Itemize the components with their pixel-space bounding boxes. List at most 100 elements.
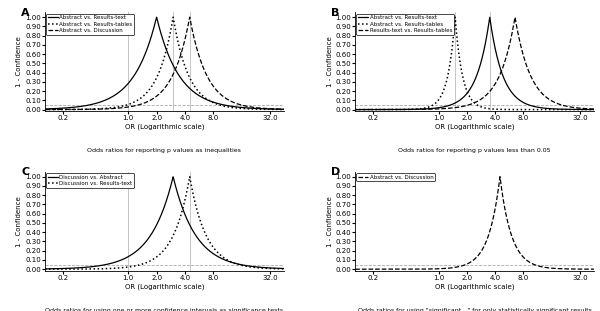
Abstract vs. Results-text [370,108,377,111]
Abstract vs. Discussion [186,15,193,19]
Results-text vs. Results-tables [370,108,377,111]
Legend: Abstract vs. Results-text, Abstract vs. Results-tables, Results-text vs. Results: Abstract vs. Results-text, Abstract vs. … [356,14,454,35]
Abstract vs. Results-text [590,108,597,111]
Abstract vs. Discussion [385,267,392,271]
Results-text vs. Results-tables [438,107,445,111]
Discussion vs. Abstract [252,265,259,269]
Line: Discussion vs. Abstract: Discussion vs. Abstract [34,177,288,269]
Abstract vs. Results-tables [385,108,392,111]
Abstract vs. Results-text [31,107,38,111]
Abstract vs. Results-tables [449,40,457,44]
Results-text vs. Results-tables [595,107,600,111]
Abstract vs. Results-tables [139,95,146,99]
Discussion vs. Results-text [186,175,193,179]
Abstract vs. Results-text [284,107,292,111]
X-axis label: OR (Logarithmic scale): OR (Logarithmic scale) [435,124,514,130]
Abstract vs. Discussion [74,108,82,111]
Abstract vs. Results-tables [590,108,597,111]
Abstract vs. Results-text [252,107,259,110]
Abstract vs. Results-tables [595,108,600,111]
Line: Abstract vs. Discussion: Abstract vs. Discussion [34,17,288,109]
Abstract vs. Results-tables [128,101,135,105]
Abstract vs. Discussion [438,267,445,271]
Discussion vs. Abstract [280,267,287,270]
Abstract vs. Results-tables [438,92,445,96]
Results-text vs. Results-tables [562,104,569,108]
Discussion vs. Abstract [74,266,82,270]
Abstract vs. Discussion [341,267,348,271]
Results-text vs. Results-tables [449,106,457,110]
Abstract vs. Results-text [341,108,348,111]
X-axis label: OR (Logarithmic scale): OR (Logarithmic scale) [125,124,204,130]
X-axis label: OR (Logarithmic scale): OR (Logarithmic scale) [435,284,514,290]
Abstract vs. Discussion [31,108,38,111]
Discussion vs. Abstract [31,267,38,271]
Abstract vs. Results-tables [59,108,67,111]
Discussion vs. Abstract [59,267,67,270]
Y-axis label: 1 - Confidence: 1 - Confidence [16,36,22,87]
Text: Odds ratios for reporting p values less than 0.05: Odds ratios for reporting p values less … [398,148,551,153]
Discussion vs. Abstract [170,175,177,179]
Abstract vs. Results-tables [74,108,82,111]
Abstract vs. Results-tables [252,107,259,111]
Abstract vs. Results-tables [170,15,177,19]
Line: Abstract vs. Discussion: Abstract vs. Discussion [344,177,598,269]
Abstract vs. Results-tables [452,15,459,19]
Line: Results-text vs. Results-tables: Results-text vs. Results-tables [344,17,598,109]
Discussion vs. Results-text [59,267,67,271]
Abstract vs. Discussion [280,107,287,111]
Discussion vs. Results-text [284,267,292,271]
Abstract vs. Discussion [449,266,457,270]
Abstract vs. Discussion [139,102,146,105]
Abstract vs. Discussion [562,267,569,271]
Abstract vs. Results-tables [284,108,292,111]
Line: Abstract vs. Results-text: Abstract vs. Results-text [34,17,288,109]
Abstract vs. Results-tables [370,108,377,111]
Abstract vs. Discussion [128,104,135,108]
Discussion vs. Results-text [128,265,135,268]
Discussion vs. Results-text [74,267,82,271]
Discussion vs. Results-text [31,267,38,271]
Legend: Abstract vs. Results-text, Abstract vs. Results-tables, Abstract vs. Discussion: Abstract vs. Results-text, Abstract vs. … [46,14,134,35]
Results-text vs. Results-tables [385,108,392,111]
Abstract vs. Results-tables [562,108,569,111]
Abstract vs. Discussion [595,267,600,271]
Abstract vs. Discussion [252,106,259,109]
Legend: Abstract vs. Discussion: Abstract vs. Discussion [356,173,435,182]
Discussion vs. Abstract [139,244,146,247]
Abstract vs. Results-text [449,102,457,106]
Abstract vs. Results-text [128,77,135,81]
Discussion vs. Abstract [128,253,135,257]
Abstract vs. Results-tables [31,108,38,111]
Abstract vs. Discussion [590,267,597,271]
Discussion vs. Abstract [284,267,292,271]
Text: A: A [21,7,30,17]
Text: Odds ratios for using one or more confidence intervals as significance tests: Odds ratios for using one or more confid… [45,308,283,311]
Y-axis label: 1 - Confidence: 1 - Confidence [326,36,332,87]
Y-axis label: 1 - Confidence: 1 - Confidence [16,196,22,247]
Legend: Discussion vs. Abstract, Discussion vs. Results-text: Discussion vs. Abstract, Discussion vs. … [46,173,134,188]
Results-text vs. Results-tables [341,108,348,111]
Line: Discussion vs. Results-text: Discussion vs. Results-text [34,177,288,269]
Abstract vs. Results-tables [280,108,287,111]
Abstract vs. Discussion [284,107,292,111]
Results-text vs. Results-tables [511,16,518,19]
X-axis label: OR (Logarithmic scale): OR (Logarithmic scale) [125,284,204,290]
Text: Odds ratios for reporting p values as inequalities: Odds ratios for reporting p values as in… [88,148,241,153]
Abstract vs. Discussion [59,108,67,111]
Abstract vs. Discussion [496,175,503,179]
Discussion vs. Results-text [280,267,287,271]
Abstract vs. Results-text [385,108,392,111]
Abstract vs. Results-text [595,108,600,111]
Discussion vs. Results-text [252,266,259,269]
Abstract vs. Results-text [59,106,67,110]
Results-text vs. Results-tables [590,107,597,111]
Abstract vs. Results-text [280,107,287,111]
Abstract vs. Results-tables [341,108,348,111]
Abstract vs. Results-text [153,15,160,19]
Text: C: C [21,167,29,177]
Y-axis label: 1 - Confidence: 1 - Confidence [326,196,332,247]
Abstract vs. Results-text [486,15,493,19]
Text: D: D [331,167,341,177]
Discussion vs. Results-text [139,262,146,266]
